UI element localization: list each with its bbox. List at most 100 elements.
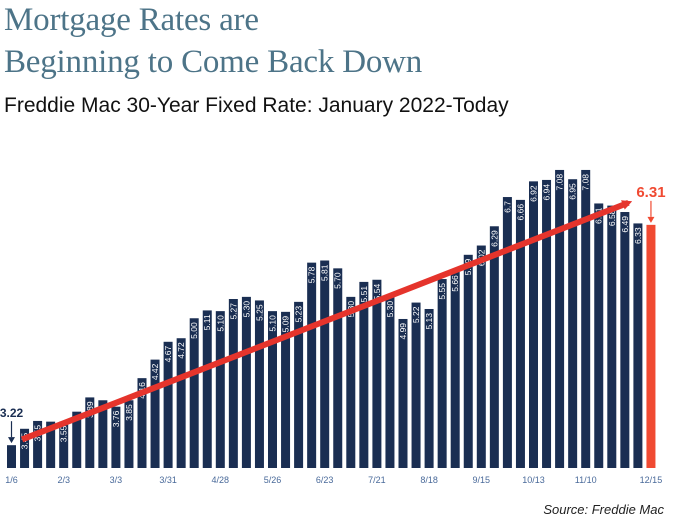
bar: [424, 308, 434, 468]
bar: [476, 245, 486, 468]
headline-line-2: Beginning to Come Back Down: [4, 44, 423, 80]
bar-value-label: 5.13: [424, 313, 434, 330]
bar-value-label: 5.27: [228, 303, 238, 320]
bar: [594, 203, 604, 468]
trend-arrow: [20, 199, 633, 443]
bar-value-label: 3.89: [85, 401, 95, 418]
bar-value-label: 7.08: [555, 174, 565, 191]
rate-bar-chart: 3.453.553.553.893.763.854.164.424.674.72…: [0, 169, 666, 485]
bar-value-label: 3.85: [124, 404, 134, 421]
bar: [555, 169, 565, 469]
bar: [385, 296, 395, 468]
bar: [515, 199, 525, 468]
bar-value-label: 6.29: [489, 230, 499, 247]
bar: [568, 179, 578, 468]
headline-line-1: Mortgage Rates are: [4, 2, 259, 38]
bar: [202, 310, 212, 468]
x-tick-label: 12/15: [640, 475, 663, 485]
bar: [294, 301, 304, 468]
bar-value-label: 5.30: [385, 301, 395, 318]
bar-value-label: 6.7: [502, 201, 512, 213]
bar: [463, 254, 473, 468]
bar: [46, 421, 56, 468]
bar: [502, 197, 512, 468]
bar-value-label: 5.30: [241, 301, 251, 318]
bar-value-label: 5.10: [215, 315, 225, 332]
bar-value-label: 3.55: [59, 425, 69, 442]
bar-value-label: 6.33: [633, 227, 643, 244]
bar-value-label: 6.58: [607, 209, 617, 226]
chart-subtitle: Freddie Mac 30-Year Fixed Rate: January …: [4, 94, 509, 117]
bar: [98, 400, 108, 468]
bar: [346, 296, 356, 468]
bar-value-label: 6.95: [568, 183, 578, 200]
bar: [150, 359, 160, 468]
x-tick-label: 10/13: [522, 475, 545, 485]
bar: [307, 262, 317, 468]
x-tick-label: 5/26: [264, 475, 282, 485]
bar-value-label: 3.76: [111, 410, 121, 427]
bar: [176, 338, 186, 468]
bar: [411, 302, 421, 468]
x-tick-label: 4/28: [212, 475, 230, 485]
bar-value-label: 4.42: [150, 363, 160, 380]
x-tick-label: 9/15: [473, 475, 491, 485]
x-tick-label: 11/10: [575, 475, 597, 485]
bar-value-label: 5.00: [189, 322, 199, 339]
bar-value-label: 5.81: [320, 264, 330, 281]
bar: [529, 181, 538, 469]
bar: [163, 341, 173, 468]
bar-highlight: [646, 224, 656, 468]
bar: [72, 411, 82, 468]
bar-value-label: 6.66: [515, 204, 525, 221]
bar-value-label: 5.10: [268, 315, 278, 332]
bar-value-label: 5.78: [307, 266, 317, 283]
bar: [85, 397, 95, 468]
callout-start-rate: 3.22: [0, 406, 24, 420]
x-tick-label: 8/18: [420, 475, 438, 485]
bar-value-label: 6.92: [529, 185, 539, 202]
bar: [33, 420, 43, 468]
bar-value-label: 4.99: [398, 323, 408, 340]
bar-value-label: 7.08: [581, 174, 591, 191]
x-tick-label: 3/31: [159, 475, 177, 485]
bar-value-label: 5.11: [202, 314, 212, 330]
bar-value-label: 5.09: [281, 316, 291, 333]
bar: [542, 179, 552, 469]
x-axis-ticks-layer: 1/6 2/3 3/3 3/31 4/28 5/26 6/23 7/21 8/18 9/15 10/…: [5, 475, 662, 485]
bar-value-label: 5.70: [333, 272, 343, 289]
bar: [111, 406, 121, 468]
bars-layer: [7, 169, 656, 469]
bar: [581, 169, 591, 469]
source-note: Source: Freddie Mac: [543, 502, 664, 517]
bar: [124, 400, 134, 468]
bar-value-label: 5.23: [294, 306, 304, 323]
callout-pointer-head: [8, 437, 15, 444]
callouts-layer: 3.22 6.31: [0, 184, 666, 444]
bar: [398, 318, 408, 468]
bar: [137, 378, 147, 468]
bar: [372, 279, 382, 468]
bar: [59, 421, 69, 468]
bar-value-label: 5.22: [411, 306, 421, 323]
callout-pointer-head: [647, 216, 655, 223]
bar: [215, 311, 225, 468]
bar: [268, 311, 277, 468]
bar: [7, 445, 16, 468]
bar: [607, 205, 617, 468]
bar: [489, 226, 499, 468]
bar: [320, 260, 330, 468]
bar: [633, 223, 643, 468]
bar-value-label: 5.54: [372, 283, 382, 300]
bar: [450, 271, 460, 468]
bar: [437, 279, 447, 468]
bar-value-label: 4.72: [176, 342, 186, 359]
bar-value-label: 5.25: [254, 304, 264, 321]
bar: [20, 428, 30, 468]
bar: [359, 281, 369, 468]
bar-value-label: 5.55: [437, 283, 447, 300]
callout-latest-rate: 6.31: [636, 184, 665, 201]
bar: [281, 311, 291, 468]
bar-value-label: 6.94: [542, 184, 552, 201]
bar: [241, 296, 251, 468]
